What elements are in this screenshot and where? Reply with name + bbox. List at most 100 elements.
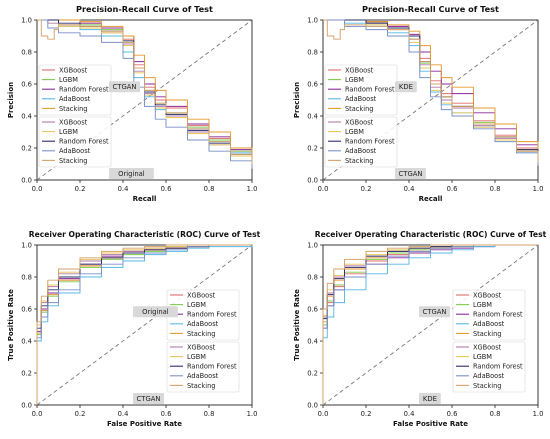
legend-group-tag (109, 81, 140, 93)
y-axis-label: True Positive Rate (293, 289, 301, 361)
x-tick-label: 0.0 (32, 410, 43, 418)
legend-group-tag (133, 393, 164, 404)
x-tick-label: 0.2 (75, 410, 86, 418)
y-tick-label: 0.6 (21, 80, 32, 88)
x-tick-label: 1.0 (533, 185, 544, 193)
x-tick-label: 0.8 (204, 410, 215, 418)
legend-box (452, 289, 526, 341)
legend-label: AdaBoost (187, 372, 219, 380)
x-tick-label: 0.6 (161, 410, 172, 418)
series-line-adaboost (36, 244, 252, 405)
chart-title: Receiver Operating Characteristic (ROC) … (315, 230, 547, 239)
x-tick-label: 1.0 (247, 410, 258, 418)
legend-group-tag (395, 81, 417, 93)
chart-title: Precision-Recall Curve of Test (362, 4, 499, 14)
chart-title: Receiver Operating Characteristic (ROC) … (29, 230, 261, 239)
x-tick-label: 0.8 (204, 185, 215, 193)
legend: XGBoost LGBM Random Forest AdaBoost Stacking… (133, 289, 240, 404)
y-tick-label: 0.0 (21, 401, 32, 409)
x-axis-label: Recall (133, 195, 157, 203)
legend-label: Random Forest (59, 86, 109, 94)
legend-label: LGBM (473, 301, 492, 309)
y-tick-label: 1.0 (307, 241, 318, 249)
y-tick-label: 0.2 (307, 144, 318, 152)
y-tick-label: 0.4 (307, 112, 318, 120)
plot-frame (36, 19, 253, 181)
diagonal-reference-line (322, 244, 539, 406)
legend-label: AdaBoost (59, 147, 91, 155)
series-line-adaboost (322, 244, 538, 405)
x-tick-label: 0.8 (490, 410, 501, 418)
legend-box (324, 116, 398, 168)
legend-group-tag (133, 306, 178, 318)
legend-label: XGBoost (345, 66, 374, 74)
legend-label: Stacking (473, 382, 501, 390)
series-line-stacking (37, 19, 253, 164)
y-tick-label: 0.8 (21, 273, 32, 281)
x-tick-label: 0.4 (404, 410, 415, 418)
y-axis-label: Precision (7, 82, 15, 118)
legend-label: AdaBoost (59, 95, 91, 103)
legend-label: Random Forest (187, 311, 237, 319)
y-tick-label: 1.0 (21, 241, 32, 249)
legend-group-label: Original (118, 170, 145, 178)
legend-box (452, 341, 526, 393)
x-tick-label: 0.2 (75, 185, 86, 193)
legend-label: Stacking (345, 105, 373, 113)
y-tick-label: 0.4 (307, 337, 318, 345)
legend-label: LGBM (345, 128, 364, 136)
legend-label: LGBM (59, 128, 78, 136)
series-line-stacking (323, 19, 539, 163)
legend-group-tag (419, 393, 441, 404)
series-line-adaboost (323, 19, 539, 166)
y-tick-label: 0.4 (21, 112, 32, 120)
legend-label: Stacking (473, 330, 501, 338)
legend-label: XGBoost (59, 118, 88, 126)
x-tick-label: 0.0 (318, 185, 329, 193)
y-tick-label: 0.0 (21, 176, 32, 184)
y-tick-label: 0.0 (307, 176, 318, 184)
x-tick-label: 1.0 (247, 185, 258, 193)
series-line-adaboost (36, 245, 253, 405)
legend-label: XGBoost (473, 343, 502, 351)
y-tick-label: 0.2 (21, 369, 32, 377)
legend-group-label: KDE (423, 395, 437, 403)
legend-label: XGBoost (187, 291, 216, 299)
chart-panel-3: Receiver Operating Characteristic (ROC) … (7, 230, 261, 428)
legend-label: LGBM (187, 353, 206, 361)
y-tick-label: 0.0 (307, 401, 318, 409)
x-tick-label: 0.0 (318, 410, 329, 418)
x-tick-label: 0.4 (118, 410, 129, 418)
legend-label: Stacking (187, 330, 215, 338)
legend-group-label: CTGAN (137, 395, 161, 403)
plot-frame (322, 19, 539, 181)
x-tick-label: 0.2 (361, 185, 372, 193)
legend-label: Random Forest (345, 86, 395, 94)
legend-label: AdaBoost (345, 147, 377, 155)
y-tick-label: 1.0 (21, 16, 32, 24)
legend-label: Stacking (345, 157, 373, 165)
legend-label: XGBoost (345, 118, 374, 126)
legend-label: LGBM (59, 76, 78, 84)
legend-label: XGBoost (59, 66, 88, 74)
legend-box (166, 341, 240, 393)
legend-group-tag (109, 168, 154, 179)
x-tick-label: 0.6 (447, 410, 458, 418)
y-axis-label: True Positive Rate (7, 289, 15, 361)
y-tick-label: 0.2 (21, 144, 32, 152)
legend-label: Stacking (59, 105, 87, 113)
legend-group-tag (395, 168, 426, 179)
legend-label: LGBM (187, 301, 206, 309)
x-tick-label: 0.2 (361, 410, 372, 418)
x-tick-label: 0.4 (404, 185, 415, 193)
x-tick-label: 0.6 (161, 185, 172, 193)
legend-label: LGBM (473, 353, 492, 361)
legend-label: Stacking (187, 382, 215, 390)
legend-group-label: KDE (399, 83, 413, 91)
legend-label: AdaBoost (345, 95, 377, 103)
y-tick-label: 0.6 (307, 305, 318, 313)
